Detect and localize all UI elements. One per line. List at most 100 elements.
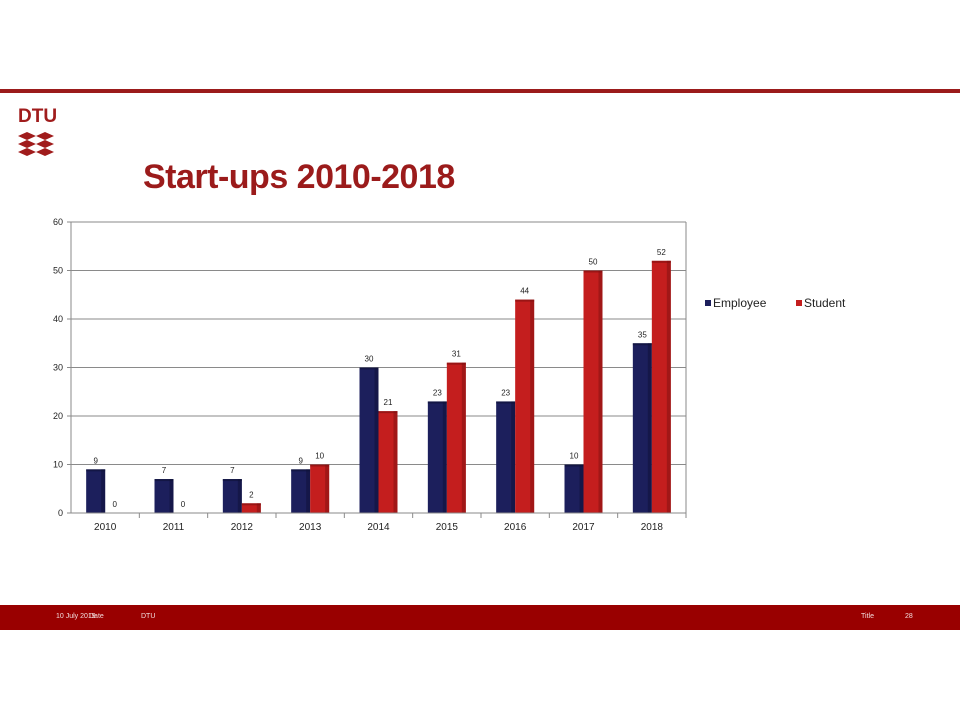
bar-shade [393, 411, 398, 513]
data-label-employee: 30 [365, 355, 374, 364]
x-tick-label: 2012 [231, 522, 254, 533]
top-rule [0, 89, 960, 93]
footer-date: 10 July 2019 [56, 613, 96, 620]
data-label-student: 21 [384, 398, 393, 407]
data-label-employee: 35 [638, 330, 647, 339]
bar-student [378, 411, 398, 513]
y-tick-label: 20 [53, 411, 63, 421]
x-tick-label: 2011 [163, 522, 185, 533]
x-tick-label: 2014 [367, 522, 390, 533]
x-tick-label: 2016 [504, 522, 527, 533]
bar-top-edge [222, 479, 242, 482]
bar-top-edge [427, 401, 447, 404]
legend-student: Student [796, 296, 845, 310]
bar-student [446, 362, 466, 513]
bar-employee [154, 479, 174, 513]
bar-top-edge [86, 469, 106, 472]
bar-shade [579, 464, 584, 513]
legend-employee: Employee [705, 296, 766, 310]
bar-top-edge [583, 270, 603, 273]
bar-employee [632, 343, 652, 513]
data-label-employee: 23 [433, 388, 442, 397]
bar-shade [511, 401, 516, 513]
bar-shade [442, 401, 447, 513]
logo-text: DTU [18, 106, 58, 127]
data-label-student: 44 [520, 287, 529, 296]
bar-student [651, 260, 671, 513]
data-label-student: 0 [112, 500, 117, 509]
footer-page-number: 28 [905, 613, 913, 620]
bar-employee [222, 479, 242, 513]
bar-student [310, 464, 330, 513]
data-label-employee: 9 [93, 456, 98, 465]
bar-top-edge [154, 479, 174, 482]
footer-date-label: Date [89, 613, 104, 620]
data-label-student: 0 [181, 500, 186, 509]
data-label-employee: 7 [230, 466, 235, 475]
data-label-student: 50 [589, 258, 598, 267]
x-tick-label: 2015 [436, 522, 459, 533]
x-tick-label: 2013 [299, 522, 322, 533]
data-label-employee: 23 [501, 388, 510, 397]
bar-top-edge [564, 464, 584, 467]
bar-shade [101, 469, 106, 513]
bar-student [241, 503, 261, 513]
bar-top-edge [241, 503, 261, 506]
bar-shade [256, 503, 261, 513]
legend-student-label: Student [804, 296, 846, 310]
data-label-student: 10 [315, 452, 324, 461]
y-tick-label: 0 [58, 508, 63, 518]
bar-top-edge [378, 411, 398, 414]
bar-employee [496, 401, 516, 513]
y-tick-label: 40 [53, 314, 63, 324]
bar-employee [564, 464, 584, 513]
dtu-waves-icon [18, 132, 54, 156]
bar-top-edge [291, 469, 311, 472]
bar-top-edge [496, 401, 516, 404]
bar-shade [169, 479, 174, 513]
legend-student-swatch [796, 300, 802, 306]
bar-top-edge [310, 464, 330, 467]
bar-shade [374, 367, 379, 513]
bar-employee [291, 469, 311, 513]
data-label-student: 31 [452, 350, 461, 359]
x-tick-label: 2010 [94, 522, 117, 533]
bar-employee [359, 367, 379, 513]
footer-bar: 10 July 2019 Date DTU Title 28 [0, 605, 960, 630]
footer-org: DTU [141, 613, 156, 620]
y-tick-label: 60 [53, 217, 63, 227]
bar-shade [306, 469, 311, 513]
data-label-employee: 7 [162, 466, 167, 475]
data-label-employee: 10 [570, 452, 579, 461]
data-label-student: 52 [657, 248, 666, 257]
bar-top-edge [515, 299, 535, 302]
slide-title: Start-ups 2010-2018 [143, 158, 455, 196]
data-label-student: 2 [249, 490, 254, 499]
bar-top-edge [651, 260, 671, 263]
bar-shade [598, 270, 603, 513]
bar-top-edge [359, 367, 379, 370]
y-tick-label: 10 [53, 460, 63, 470]
bar-shade [461, 362, 466, 513]
bar-employee [86, 469, 106, 513]
dtu-logo: DTU [18, 106, 58, 162]
bar-top-edge [446, 362, 466, 365]
y-tick-label: 30 [53, 363, 63, 373]
bar-shade [325, 464, 330, 513]
data-label-employee: 9 [298, 456, 303, 465]
legend-employee-swatch [705, 300, 711, 306]
bar-employee [427, 401, 447, 513]
x-tick-label: 2017 [572, 522, 595, 533]
footer-title: Title [861, 613, 874, 620]
legend-employee-label: Employee [713, 296, 767, 310]
bar-shade [530, 299, 535, 513]
bar-student [515, 299, 535, 513]
bar-shade [666, 260, 671, 513]
bar-top-edge [632, 343, 652, 346]
bar-shade [647, 343, 652, 513]
bar-shade [237, 479, 242, 513]
bar-student [583, 270, 603, 513]
y-tick-label: 50 [53, 266, 63, 276]
x-tick-label: 2018 [641, 522, 664, 533]
